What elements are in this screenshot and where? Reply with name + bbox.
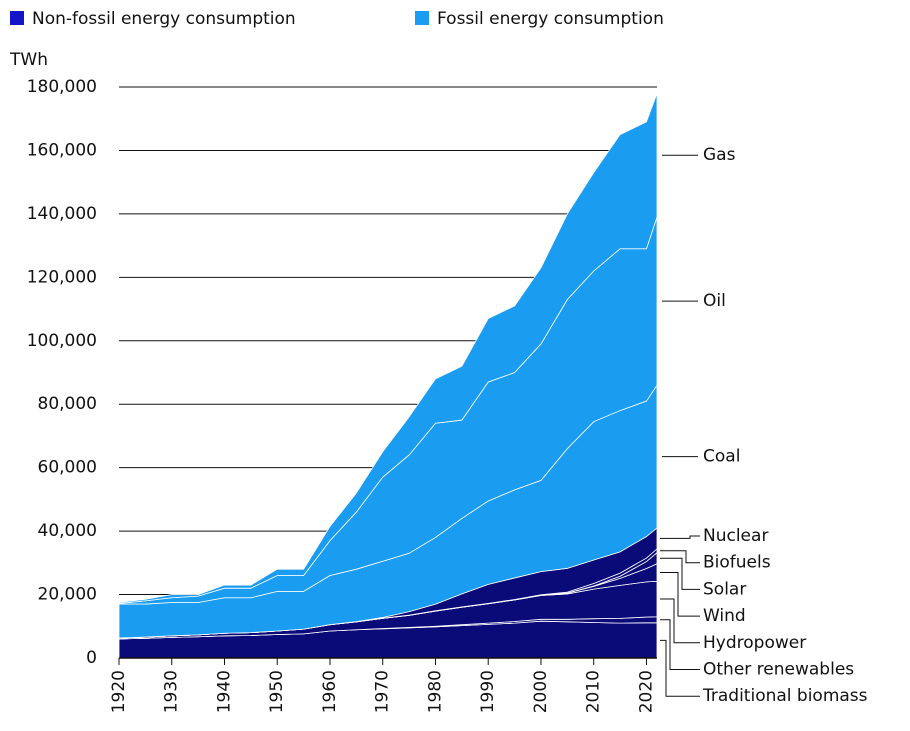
x-tick-label: 2010 <box>584 670 604 713</box>
series-label: Coal <box>703 447 740 467</box>
x-tick-label: 1930 <box>162 670 182 713</box>
series-label: Gas <box>703 145 736 165</box>
series-label: Nuclear <box>703 526 768 546</box>
y-tick-label: 180,000 <box>27 77 97 97</box>
y-tick-label: 0 <box>86 648 97 668</box>
x-tick-label: 1920 <box>109 670 129 713</box>
leader-line <box>660 550 700 564</box>
y-tick-label: 160,000 <box>27 140 97 160</box>
legend-swatch <box>415 11 429 25</box>
y-tick-label: 60,000 <box>38 458 97 478</box>
y-tick-label: 20,000 <box>38 585 97 605</box>
series-label: Wind <box>703 606 746 626</box>
leader-line <box>660 639 700 697</box>
y-tick-label: 140,000 <box>27 204 97 224</box>
legend-label: Non-fossil energy consumption <box>32 9 296 29</box>
y-axis-label: TWh <box>9 50 48 70</box>
x-tick-label: 1970 <box>373 670 393 713</box>
series-label: Traditional biomass <box>702 686 868 706</box>
y-tick-label: 100,000 <box>27 331 97 351</box>
series-label: Oil <box>703 291 726 311</box>
series-label: Hydropower <box>703 633 806 653</box>
leader-line <box>660 557 700 590</box>
leader-line <box>660 572 700 617</box>
series-label: Other renewables <box>703 660 854 680</box>
leader-line <box>660 598 700 644</box>
legend-label: Fossil energy consumption <box>437 9 664 29</box>
x-tick-label: 2000 <box>531 670 551 713</box>
leader-line <box>660 535 700 539</box>
x-tick-label: 2020 <box>636 670 656 713</box>
x-tick-label: 1940 <box>214 670 234 713</box>
y-tick-label: 80,000 <box>38 394 97 414</box>
series-label: Biofuels <box>703 553 771 573</box>
legend-swatch <box>10 11 24 25</box>
x-tick-label: 1980 <box>425 670 445 713</box>
x-tick-label: 1960 <box>320 670 340 713</box>
leader-line <box>660 619 700 670</box>
y-tick-label: 40,000 <box>38 521 97 541</box>
x-tick-label: 1950 <box>267 670 287 713</box>
area <box>118 93 658 604</box>
y-tick-label: 120,000 <box>27 267 97 287</box>
x-tick-label: 1990 <box>478 670 498 713</box>
series-label: Solar <box>703 579 746 599</box>
